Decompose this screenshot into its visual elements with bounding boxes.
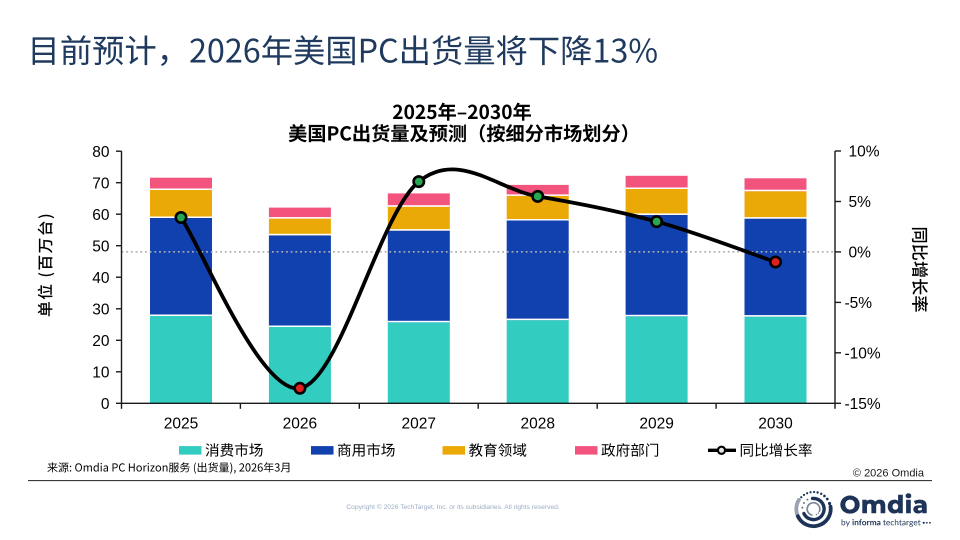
svg-text:20: 20: [92, 333, 110, 350]
svg-text:2025: 2025: [164, 416, 198, 433]
svg-text:0%: 0%: [849, 245, 872, 262]
svg-text:-5%: -5%: [845, 295, 873, 312]
svg-text:0: 0: [101, 396, 110, 413]
svg-text:2030: 2030: [758, 416, 793, 433]
svg-text:10%: 10%: [849, 144, 880, 161]
svg-text:30: 30: [92, 301, 110, 318]
svg-text:2028: 2028: [520, 416, 554, 433]
svg-text:Copyright © 2026 TechTarget, I: Copyright © 2026 TechTarget, Inc. or its…: [346, 503, 559, 511]
svg-text:5%: 5%: [849, 194, 872, 211]
svg-text:-15%: -15%: [845, 396, 881, 413]
svg-text:60: 60: [92, 207, 110, 224]
svg-text:10: 10: [92, 364, 110, 381]
svg-text:2029: 2029: [639, 416, 673, 433]
svg-text:50: 50: [92, 238, 110, 255]
svg-text:2026: 2026: [283, 416, 317, 433]
svg-text:40: 40: [92, 270, 110, 287]
svg-text:© 2026 Omdia: © 2026 Omdia: [853, 468, 925, 480]
svg-text:70: 70: [92, 175, 110, 192]
svg-text:-10%: -10%: [845, 346, 881, 363]
svg-text:80: 80: [92, 144, 110, 161]
svg-text:2027: 2027: [402, 416, 436, 433]
